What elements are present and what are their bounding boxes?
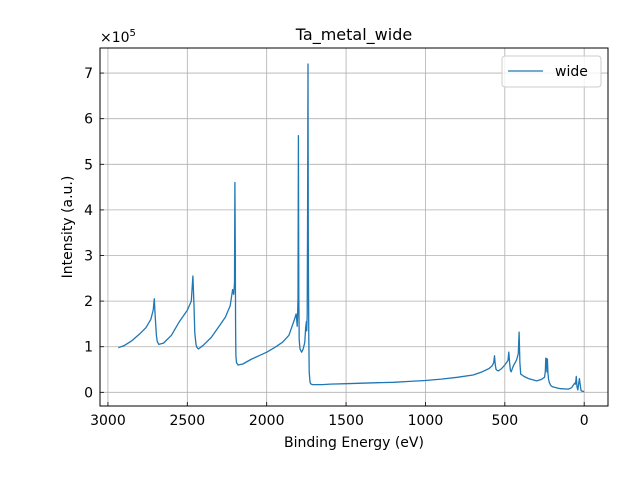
chart-title: Ta_metal_wide xyxy=(295,25,412,45)
x-tick-label: 3000 xyxy=(90,413,126,429)
x-tick-label: 2000 xyxy=(249,413,285,429)
grid xyxy=(100,48,608,406)
y-tick-label: 5 xyxy=(84,157,93,173)
y-tick-label: 1 xyxy=(84,340,93,356)
series-layer xyxy=(118,63,585,393)
y-tick-label: 3 xyxy=(84,249,93,265)
y-tick-label: 6 xyxy=(84,112,93,128)
x-tick-label: 500 xyxy=(491,413,518,429)
x-axis-label: Binding Energy (eV) xyxy=(284,435,424,451)
series-line-wide xyxy=(118,63,585,393)
y-tick-label: 0 xyxy=(84,385,93,401)
legend: wide xyxy=(501,55,602,88)
x-tick-label: 1500 xyxy=(328,413,364,429)
y-tick-label: 7 xyxy=(84,66,93,82)
y-tick-label: 4 xyxy=(84,203,93,219)
plot-frame xyxy=(99,47,609,407)
x-tick-label: 1000 xyxy=(408,413,444,429)
y-multiplier-exponent: 5 xyxy=(130,28,136,39)
y-tick-label: 2 xyxy=(84,294,93,310)
legend-label-wide: wide xyxy=(555,64,588,80)
x-tick-label: 0 xyxy=(580,413,589,429)
legend-box xyxy=(501,55,602,88)
x-tick-label: 2500 xyxy=(169,413,205,429)
axis-ticks: 3000 2500 2000 1500 1000 500 0 0 1 2 3 4 5 6 7 xyxy=(84,66,589,429)
y-axis-multiplier: ×105 xyxy=(100,28,136,46)
y-axis-label: Intensity (a.u.) xyxy=(60,176,76,279)
y-multiplier-base: ×10 xyxy=(100,30,130,46)
